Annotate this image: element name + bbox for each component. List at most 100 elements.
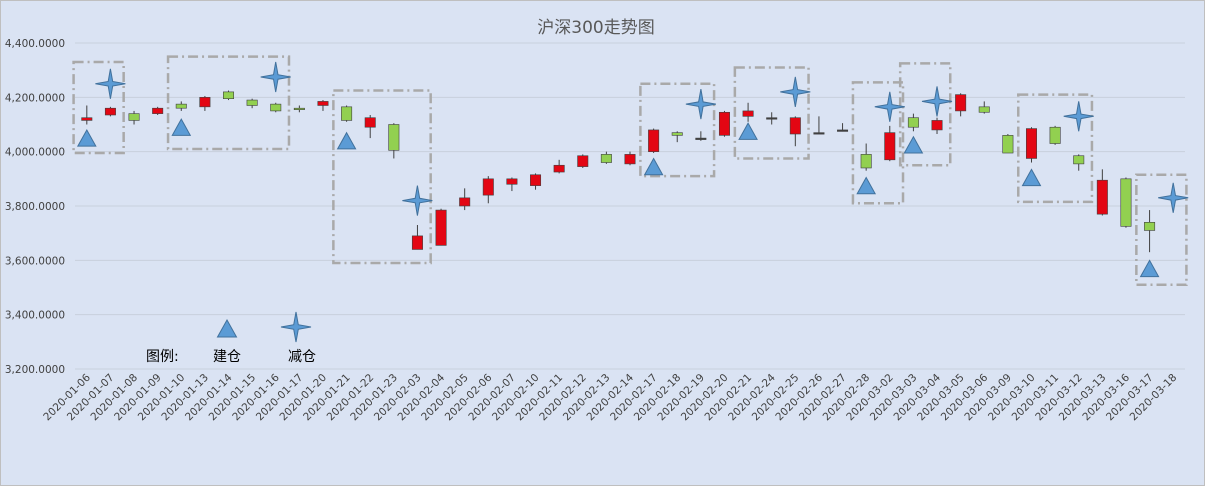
candle bbox=[837, 123, 849, 132]
candles bbox=[81, 90, 1156, 253]
y-tick-label: 4,400.0000 bbox=[5, 38, 65, 50]
candle bbox=[1049, 125, 1061, 145]
candle-body bbox=[270, 103, 282, 112]
candle-body bbox=[766, 117, 778, 120]
legend-item-buy-label: 建仓 bbox=[213, 349, 241, 365]
sell-star-icon bbox=[1063, 101, 1094, 132]
candle bbox=[884, 125, 896, 162]
candle bbox=[955, 93, 967, 117]
y-tick-label: 3,600.0000 bbox=[5, 255, 65, 267]
candle bbox=[671, 131, 683, 143]
legend-item-sell-label: 减仓 bbox=[288, 349, 316, 365]
sell-star-icon bbox=[1158, 182, 1189, 213]
candle-body bbox=[718, 111, 730, 136]
candle bbox=[364, 114, 376, 139]
candle-body bbox=[341, 106, 353, 121]
candle-body bbox=[293, 107, 305, 110]
candle bbox=[152, 106, 164, 115]
candle-body bbox=[128, 113, 140, 121]
legend-sell-star-icon bbox=[280, 311, 312, 343]
candle-body bbox=[482, 178, 494, 196]
candle bbox=[1144, 210, 1156, 253]
candle bbox=[931, 117, 943, 135]
candle bbox=[530, 173, 542, 190]
candle bbox=[388, 123, 400, 159]
sell-star-icon bbox=[921, 86, 953, 117]
candle-body bbox=[931, 120, 943, 131]
highlight-box bbox=[733, 66, 810, 160]
buy-triangle-icon bbox=[171, 118, 192, 136]
candle bbox=[600, 151, 612, 164]
highlight-box bbox=[1135, 173, 1188, 287]
candle bbox=[482, 176, 494, 204]
candle-body bbox=[600, 154, 612, 163]
candle-body bbox=[813, 132, 825, 135]
candle bbox=[104, 106, 116, 117]
legend-title: 图例: bbox=[146, 349, 179, 365]
candle bbox=[978, 101, 990, 114]
candle-body bbox=[459, 197, 471, 207]
candle-body bbox=[317, 101, 329, 106]
candle bbox=[648, 128, 660, 154]
candle bbox=[860, 143, 872, 171]
highlight-box bbox=[1017, 93, 1094, 204]
buy-triangle-icon bbox=[856, 176, 877, 195]
highlight-box bbox=[898, 62, 952, 167]
candle bbox=[435, 208, 447, 246]
candle-body bbox=[955, 94, 967, 112]
candle-body bbox=[624, 154, 636, 165]
y-tick-label: 4,000.0000 bbox=[5, 147, 65, 159]
candle bbox=[506, 177, 518, 192]
candle bbox=[789, 116, 801, 147]
candle bbox=[128, 110, 140, 125]
highlight-boxes bbox=[72, 55, 1188, 287]
y-tick-label: 3,200.0000 bbox=[5, 364, 65, 376]
candle bbox=[766, 112, 778, 125]
candle-body bbox=[553, 164, 565, 173]
candle-body bbox=[671, 132, 683, 136]
candle-body bbox=[789, 117, 801, 135]
legend: 图例: 建仓 减仓 bbox=[146, 311, 316, 365]
y-tick-label: 4,200.0000 bbox=[5, 92, 65, 104]
candle bbox=[1025, 127, 1037, 163]
sell-star-icon bbox=[402, 185, 433, 216]
y-tick-label: 3,800.0000 bbox=[5, 201, 65, 213]
highlight-box bbox=[851, 81, 905, 205]
candle-body bbox=[1025, 128, 1037, 159]
highlight-box bbox=[166, 55, 291, 151]
candle-body bbox=[175, 103, 187, 109]
candle bbox=[553, 159, 565, 174]
candle-body bbox=[223, 91, 235, 99]
candle bbox=[577, 154, 589, 168]
sell-star-icon bbox=[95, 68, 126, 99]
chart-title: 沪深300走势图 bbox=[537, 18, 654, 38]
candle bbox=[411, 225, 423, 250]
candle-body bbox=[860, 154, 872, 169]
candle bbox=[317, 100, 329, 111]
sell-star-icon bbox=[685, 89, 716, 120]
candle bbox=[1096, 169, 1108, 216]
candle bbox=[718, 110, 730, 137]
candle-body bbox=[1073, 155, 1085, 165]
candle bbox=[695, 131, 707, 141]
candle bbox=[223, 90, 235, 101]
buy-triangle-icon bbox=[76, 128, 97, 147]
candle-body bbox=[435, 209, 447, 246]
candle-body bbox=[388, 124, 400, 151]
candle bbox=[1120, 177, 1132, 228]
trade-markers bbox=[76, 61, 1189, 278]
candle bbox=[175, 101, 187, 111]
y-axis-tick-labels: 3,200.0000 3,400.0000 3,600.0000 3,800.0000… bbox=[5, 38, 65, 376]
candle bbox=[199, 95, 211, 111]
candle-body bbox=[246, 99, 258, 106]
candle bbox=[907, 113, 919, 132]
candle bbox=[742, 102, 754, 122]
candle-body bbox=[152, 107, 164, 114]
buy-triangle-icon bbox=[1139, 259, 1160, 278]
candle-body bbox=[1144, 222, 1156, 231]
buy-triangle-icon bbox=[903, 135, 924, 154]
candle-body bbox=[1096, 179, 1108, 215]
highlight-box bbox=[639, 82, 716, 178]
candle-body bbox=[1120, 178, 1132, 227]
